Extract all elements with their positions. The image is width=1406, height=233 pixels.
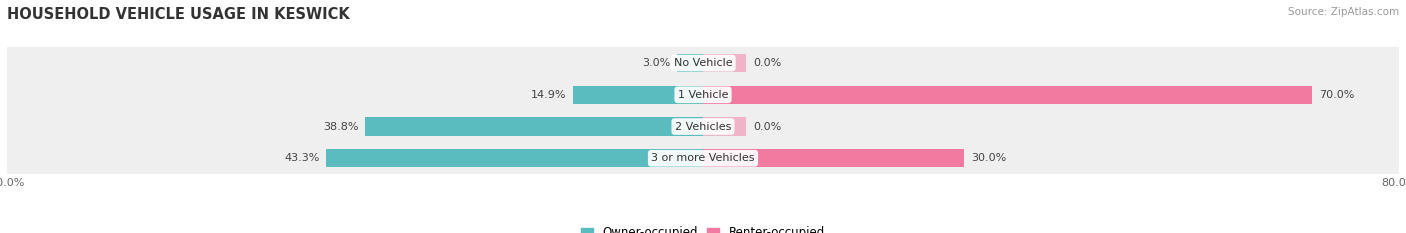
Bar xyxy=(703,149,965,168)
Text: HOUSEHOLD VEHICLE USAGE IN KESWICK: HOUSEHOLD VEHICLE USAGE IN KESWICK xyxy=(7,7,350,22)
Bar xyxy=(7,111,1399,142)
Text: 0.0%: 0.0% xyxy=(754,122,782,132)
Bar xyxy=(7,79,1399,111)
Bar xyxy=(7,142,1399,174)
Text: 30.0%: 30.0% xyxy=(972,153,1007,163)
Bar xyxy=(703,117,747,136)
Text: No Vehicle: No Vehicle xyxy=(673,58,733,68)
Bar xyxy=(703,86,1312,104)
Text: Source: ZipAtlas.com: Source: ZipAtlas.com xyxy=(1288,7,1399,17)
Text: 0.0%: 0.0% xyxy=(754,58,782,68)
Text: 3.0%: 3.0% xyxy=(641,58,669,68)
Text: 14.9%: 14.9% xyxy=(531,90,567,100)
Text: 43.3%: 43.3% xyxy=(284,153,319,163)
Legend: Owner-occupied, Renter-occupied: Owner-occupied, Renter-occupied xyxy=(581,226,825,233)
Text: 38.8%: 38.8% xyxy=(323,122,359,132)
Bar xyxy=(326,149,703,168)
Bar xyxy=(366,117,703,136)
Text: 2 Vehicles: 2 Vehicles xyxy=(675,122,731,132)
Bar xyxy=(574,86,703,104)
Bar xyxy=(703,54,747,72)
Bar xyxy=(7,47,1399,79)
Text: 3 or more Vehicles: 3 or more Vehicles xyxy=(651,153,755,163)
Text: 70.0%: 70.0% xyxy=(1319,90,1354,100)
Bar xyxy=(676,54,703,72)
Text: 1 Vehicle: 1 Vehicle xyxy=(678,90,728,100)
